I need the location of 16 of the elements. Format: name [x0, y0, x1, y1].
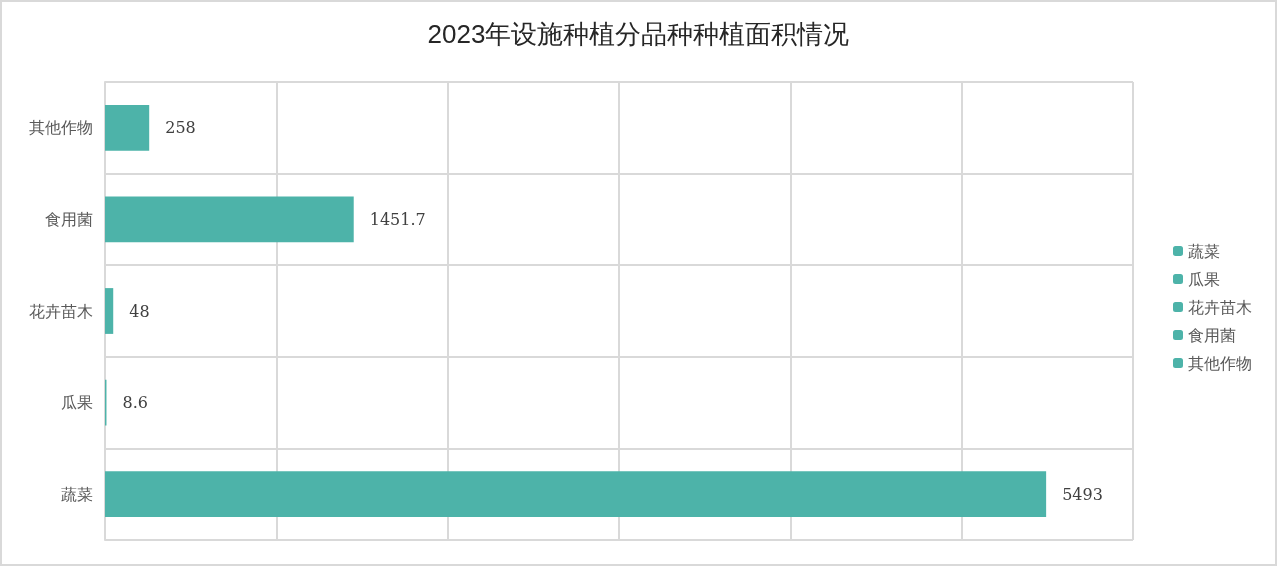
chart-title: 2023年设施种植分品种种植面积情况 [427, 19, 850, 49]
y-tick-label: 蔬菜 [61, 484, 93, 504]
y-tick-label: 瓜果 [61, 393, 93, 413]
legend-label: 其他作物 [1188, 353, 1252, 373]
legend-label: 蔬菜 [1188, 241, 1220, 261]
y-tick-label: 其他作物 [29, 118, 93, 138]
legend-label: 食用菌 [1188, 325, 1236, 345]
y-tick-label: 食用菌 [45, 209, 93, 229]
legend-label: 花卉苗木 [1188, 297, 1252, 317]
legend-label: 瓜果 [1188, 269, 1220, 289]
data-label: 1451.7 [369, 209, 426, 229]
data-label: 5493 [1062, 484, 1103, 504]
data-label: 258 [165, 118, 196, 138]
data-label: 48 [129, 301, 150, 321]
data-label: 8.6 [122, 393, 148, 413]
y-tick-label: 花卉苗木 [29, 301, 93, 321]
